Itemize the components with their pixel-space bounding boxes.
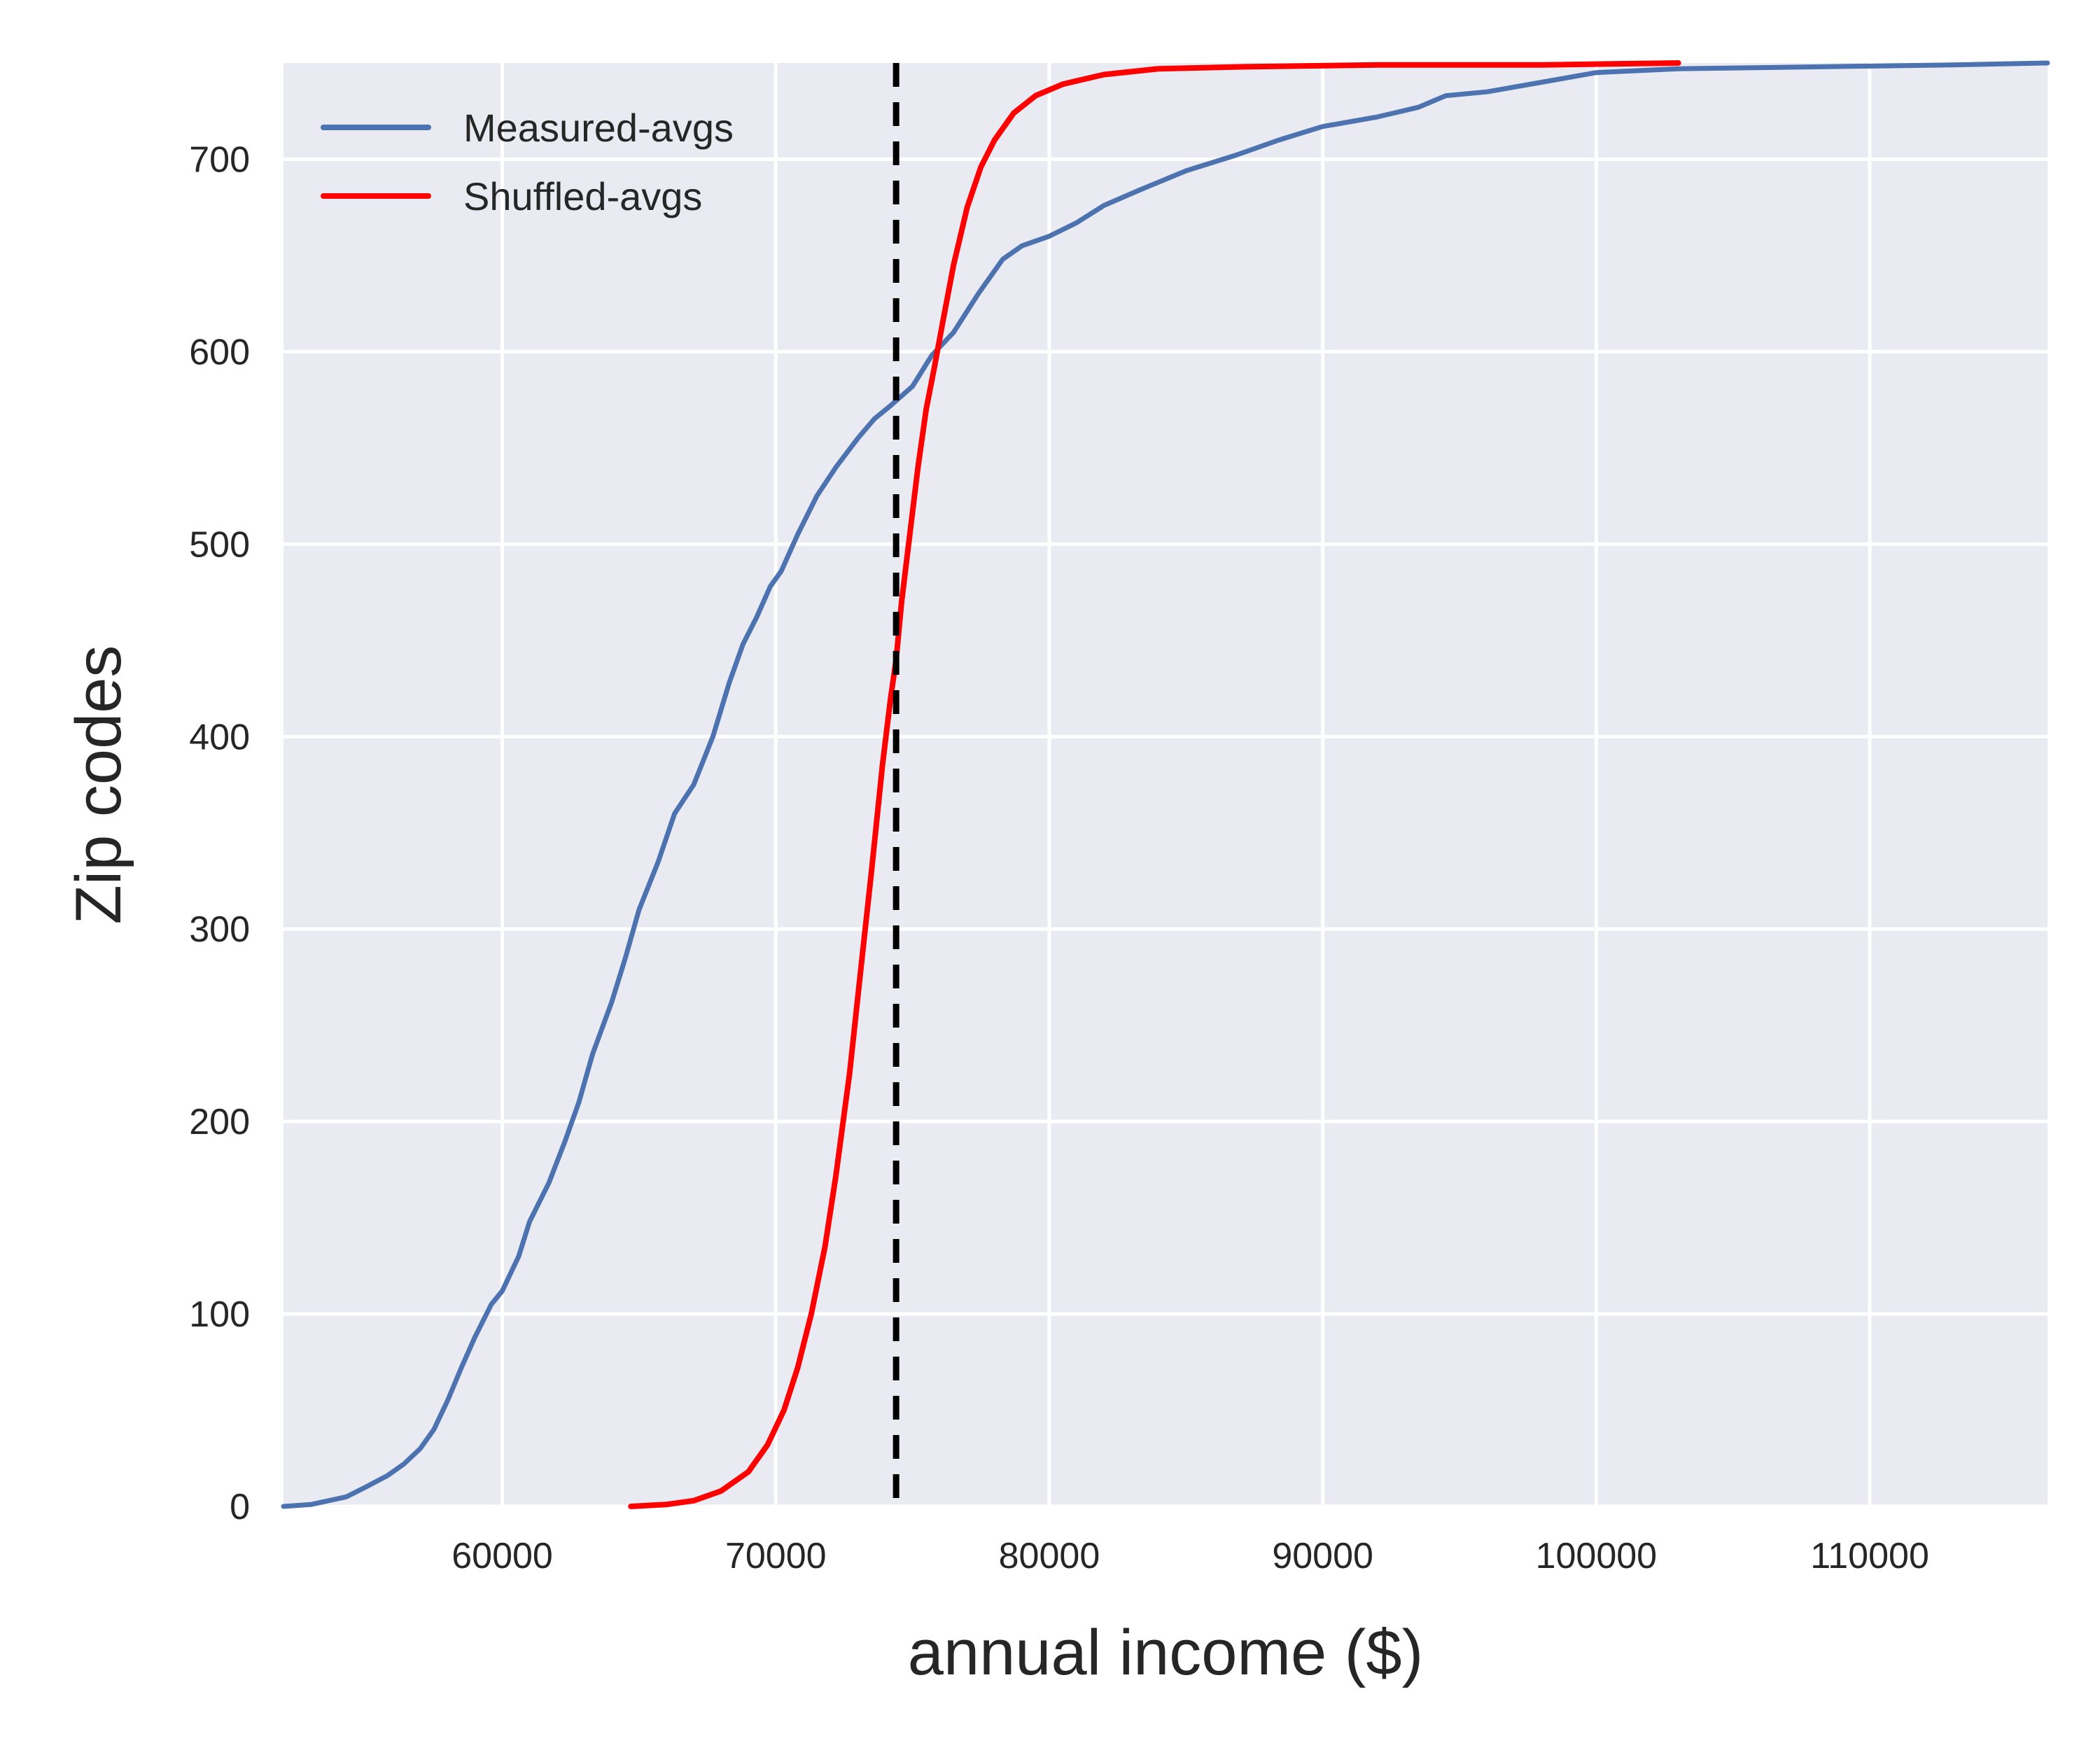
x-tick-label: 70000	[725, 1536, 827, 1576]
series-line-measured-avgs	[281, 60, 2050, 1509]
x-tick-label: 100000	[1536, 1536, 1658, 1576]
x-tick-label: 60000	[451, 1536, 553, 1576]
legend: Measured-avgs Shuffled-avgs	[321, 106, 734, 218]
x-axis-title: annual income ($)	[908, 1617, 1423, 1688]
y-axis-title: Zip codes	[63, 645, 134, 925]
y-tick-label: 300	[189, 909, 250, 950]
y-tick-label: 400	[189, 717, 250, 757]
plot-area	[284, 63, 2047, 1506]
y-tick-label: 600	[189, 332, 250, 372]
x-tick-label: 110000	[1810, 1536, 1929, 1576]
x-tick-labels: 60000 70000 80000 90000 100000 110000	[451, 1536, 1929, 1576]
y-tick-label: 100	[189, 1294, 250, 1335]
series-line-shuffled-avgs	[628, 60, 1681, 1509]
x-tick-label: 80000	[999, 1536, 1100, 1576]
x-tick-label: 90000	[1272, 1536, 1373, 1576]
series-lines	[281, 60, 2050, 1509]
y-tick-labels: 0 100 200 300 400 500 600 700	[189, 139, 250, 1527]
y-tick-label: 200	[189, 1102, 250, 1142]
legend-label: Shuffled-avgs	[463, 174, 702, 218]
y-tick-label: 700	[189, 139, 250, 180]
y-tick-label: 500	[189, 524, 250, 565]
legend-label: Measured-avgs	[463, 106, 734, 150]
y-gridlines	[284, 157, 2047, 1508]
x-gridlines	[500, 63, 1872, 1506]
y-tick-label: 0	[230, 1487, 250, 1527]
